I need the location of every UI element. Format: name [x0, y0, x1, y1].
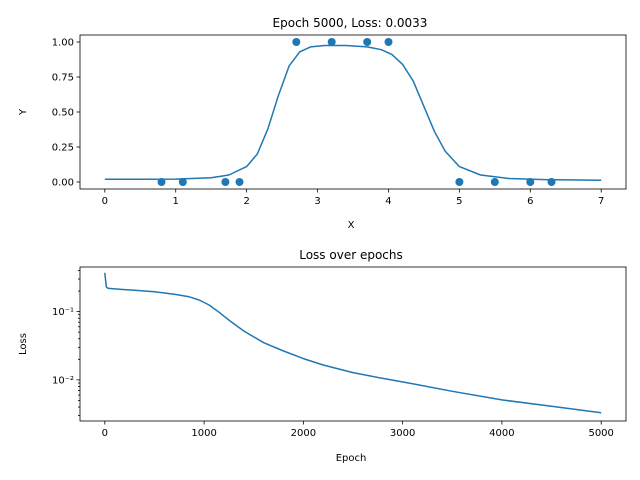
data-point	[526, 178, 535, 186]
fit-x-tick-label: 1	[173, 196, 179, 207]
loss-x-tick-label: 2000	[291, 428, 316, 439]
fit-y-tick-label: 0.25	[52, 143, 74, 154]
data-point	[547, 178, 556, 186]
loss-x-tick-label: 1000	[191, 428, 216, 439]
fit-plot-title: Epoch 5000, Loss: 0.0033	[273, 16, 428, 30]
loss-x-tick-label: 0	[102, 428, 108, 439]
fit-y-tick-label: 0.00	[52, 178, 74, 189]
loss-y-tick-label: 10⁻¹	[52, 307, 74, 318]
data-point	[455, 178, 464, 186]
data-point	[235, 178, 244, 186]
fit-x-tick-label: 4	[385, 196, 391, 207]
loss-plot-title: Loss over epochs	[299, 248, 403, 262]
fit-x-tick-label: 2	[243, 196, 249, 207]
loss-x-tick-label: 3000	[390, 428, 415, 439]
fit-x-tick-label: 0	[102, 196, 108, 207]
loss-plot: Loss over epochs 0 1000 2000 3000 4000 5000 10…	[18, 248, 627, 464]
fit-x-tick-label: 3	[314, 196, 320, 207]
loss-x-tick-label: 4000	[489, 428, 514, 439]
fit-y-tick-label: 1.00	[52, 38, 74, 49]
fit-plot-x-label: X	[348, 220, 355, 231]
data-point	[157, 178, 166, 186]
fit-curve	[104, 44, 602, 181]
data-point	[363, 38, 372, 46]
data-point	[178, 178, 187, 186]
fit-plot: Epoch 5000, Loss: 0.0033 0 1 2 3 4 5 6 7 0.00 0.2…	[18, 16, 627, 231]
loss-curve	[104, 272, 602, 414]
loss-y-tick-label: 10⁻²	[52, 375, 74, 386]
fit-plot-y-label: Y	[18, 108, 29, 116]
data-point	[221, 178, 230, 186]
loss-plot-frame	[79, 266, 627, 422]
data-point	[384, 38, 393, 46]
data-point	[490, 178, 499, 186]
fit-plot-frame	[79, 34, 627, 190]
fit-y-tick-label: 0.50	[52, 108, 74, 119]
loss-plot-x-label: Epoch	[336, 453, 367, 464]
loss-plot-y-label: Loss	[18, 333, 29, 355]
data-point	[292, 38, 301, 46]
fit-y-tick-label: 0.75	[52, 73, 74, 84]
loss-x-tick-label: 5000	[588, 428, 613, 439]
data-point	[327, 38, 336, 46]
fit-x-tick-label: 7	[598, 196, 604, 207]
fit-x-tick-label: 5	[456, 196, 462, 207]
fit-x-tick-label: 6	[527, 196, 533, 207]
